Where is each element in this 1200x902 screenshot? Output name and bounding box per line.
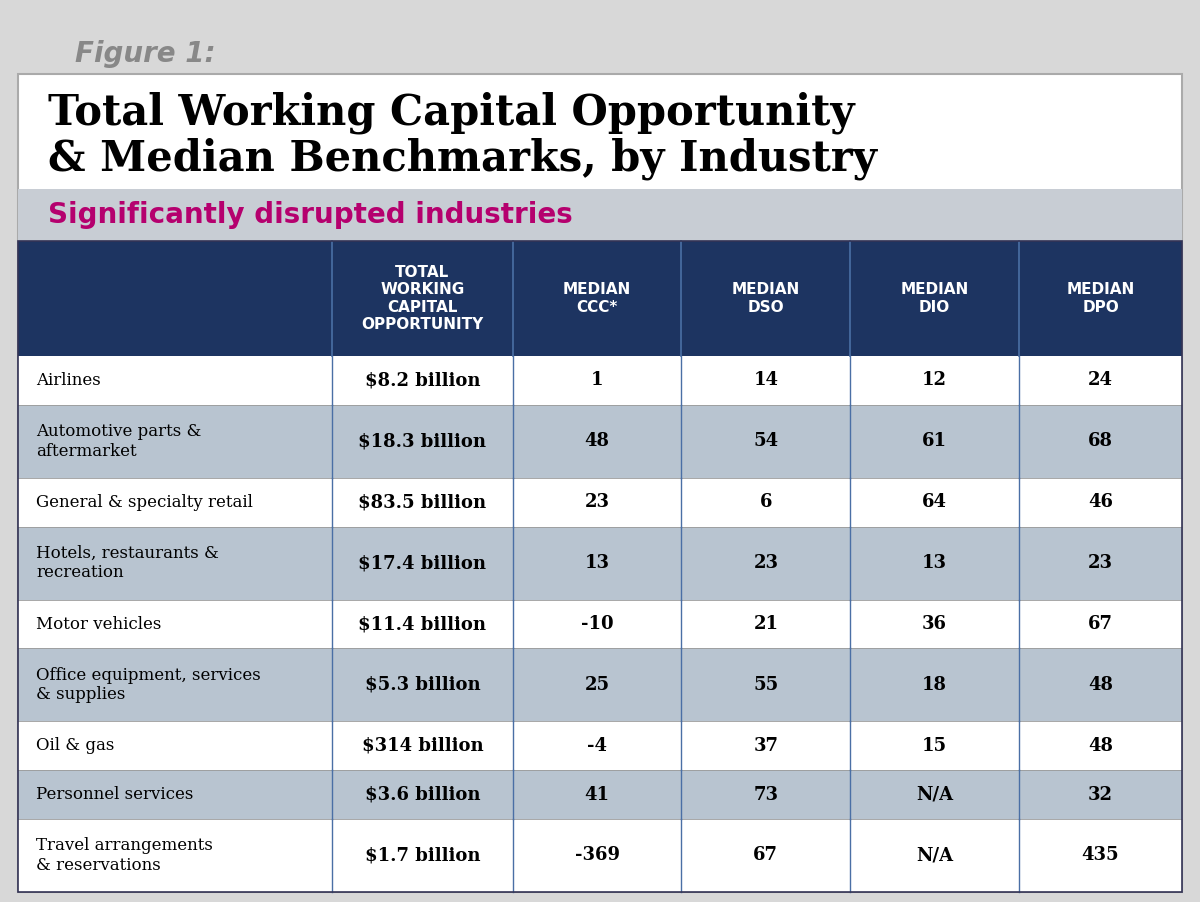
Text: Figure 1:: Figure 1: <box>74 40 216 68</box>
Text: General & specialty retail: General & specialty retail <box>36 493 253 511</box>
Text: Airlines: Airlines <box>36 372 101 389</box>
Text: MEDIAN
DPO: MEDIAN DPO <box>1067 282 1135 315</box>
Text: -4: -4 <box>587 737 607 755</box>
Text: 25: 25 <box>584 676 610 694</box>
Text: Oil & gas: Oil & gas <box>36 737 114 754</box>
Text: $3.6 billion: $3.6 billion <box>365 786 480 804</box>
Text: $17.4 billion: $17.4 billion <box>359 554 486 572</box>
Text: 48: 48 <box>1088 737 1114 755</box>
Bar <box>18 241 1182 892</box>
Text: MEDIAN
DSO: MEDIAN DSO <box>732 282 800 315</box>
Text: 46: 46 <box>1088 493 1114 511</box>
Text: 37: 37 <box>754 737 779 755</box>
Text: Travel arrangements
& reservations: Travel arrangements & reservations <box>36 837 212 874</box>
Text: 23: 23 <box>584 493 610 511</box>
Text: 14: 14 <box>754 372 779 390</box>
Text: 435: 435 <box>1081 846 1120 864</box>
Text: Total Working Capital Opportunity: Total Working Capital Opportunity <box>48 92 854 134</box>
Text: N/A: N/A <box>916 846 953 864</box>
Text: Personnel services: Personnel services <box>36 786 193 803</box>
Text: $8.2 billion: $8.2 billion <box>365 372 480 390</box>
Text: 13: 13 <box>922 554 947 572</box>
Text: 36: 36 <box>922 615 947 633</box>
Text: 18: 18 <box>922 676 947 694</box>
Text: $5.3 billion: $5.3 billion <box>365 676 480 694</box>
Text: 23: 23 <box>754 554 779 572</box>
Text: & Median Benchmarks, by Industry: & Median Benchmarks, by Industry <box>48 138 877 180</box>
Text: 23: 23 <box>1088 554 1114 572</box>
Text: $1.7 billion: $1.7 billion <box>365 846 480 864</box>
Text: -10: -10 <box>581 615 613 633</box>
Text: $314 billion: $314 billion <box>361 737 484 755</box>
Text: 41: 41 <box>584 786 610 804</box>
Text: N/A: N/A <box>916 786 953 804</box>
Bar <box>18 722 1182 770</box>
Text: 21: 21 <box>754 615 779 633</box>
Text: 68: 68 <box>1088 432 1114 450</box>
Text: 24: 24 <box>1088 372 1114 390</box>
Bar <box>18 649 1182 722</box>
Text: 12: 12 <box>922 372 947 390</box>
Bar <box>18 189 1182 241</box>
Bar <box>18 527 1182 600</box>
Bar <box>18 770 1182 819</box>
Text: 64: 64 <box>922 493 947 511</box>
Text: $18.3 billion: $18.3 billion <box>359 432 486 450</box>
Text: 73: 73 <box>754 786 779 804</box>
Text: 13: 13 <box>584 554 610 572</box>
Text: $11.4 billion: $11.4 billion <box>359 615 486 633</box>
Text: Automotive parts &
aftermarket: Automotive parts & aftermarket <box>36 423 202 460</box>
Text: 54: 54 <box>754 432 779 450</box>
Bar <box>18 356 1182 405</box>
Text: MEDIAN
CCC*: MEDIAN CCC* <box>563 282 631 315</box>
Text: 1: 1 <box>590 372 604 390</box>
Text: MEDIAN
DIO: MEDIAN DIO <box>900 282 968 315</box>
Bar <box>18 600 1182 649</box>
Bar <box>18 405 1182 478</box>
Text: 61: 61 <box>922 432 947 450</box>
Text: 55: 55 <box>754 676 779 694</box>
Text: 48: 48 <box>1088 676 1114 694</box>
Text: 67: 67 <box>1088 615 1114 633</box>
Text: $83.5 billion: $83.5 billion <box>359 493 486 511</box>
Bar <box>18 478 1182 527</box>
Text: 15: 15 <box>922 737 947 755</box>
Bar <box>18 819 1182 892</box>
Text: TOTAL
WORKING
CAPITAL
OPPORTUNITY: TOTAL WORKING CAPITAL OPPORTUNITY <box>361 265 484 332</box>
Text: Motor vehicles: Motor vehicles <box>36 615 161 632</box>
Bar <box>18 241 1182 356</box>
Text: 48: 48 <box>584 432 610 450</box>
Text: -369: -369 <box>575 846 619 864</box>
Text: 32: 32 <box>1088 786 1114 804</box>
Text: 6: 6 <box>760 493 772 511</box>
Text: Significantly disrupted industries: Significantly disrupted industries <box>48 201 572 229</box>
Text: 67: 67 <box>754 846 779 864</box>
Text: Office equipment, services
& supplies: Office equipment, services & supplies <box>36 667 260 704</box>
Text: Hotels, restaurants &
recreation: Hotels, restaurants & recreation <box>36 545 218 582</box>
